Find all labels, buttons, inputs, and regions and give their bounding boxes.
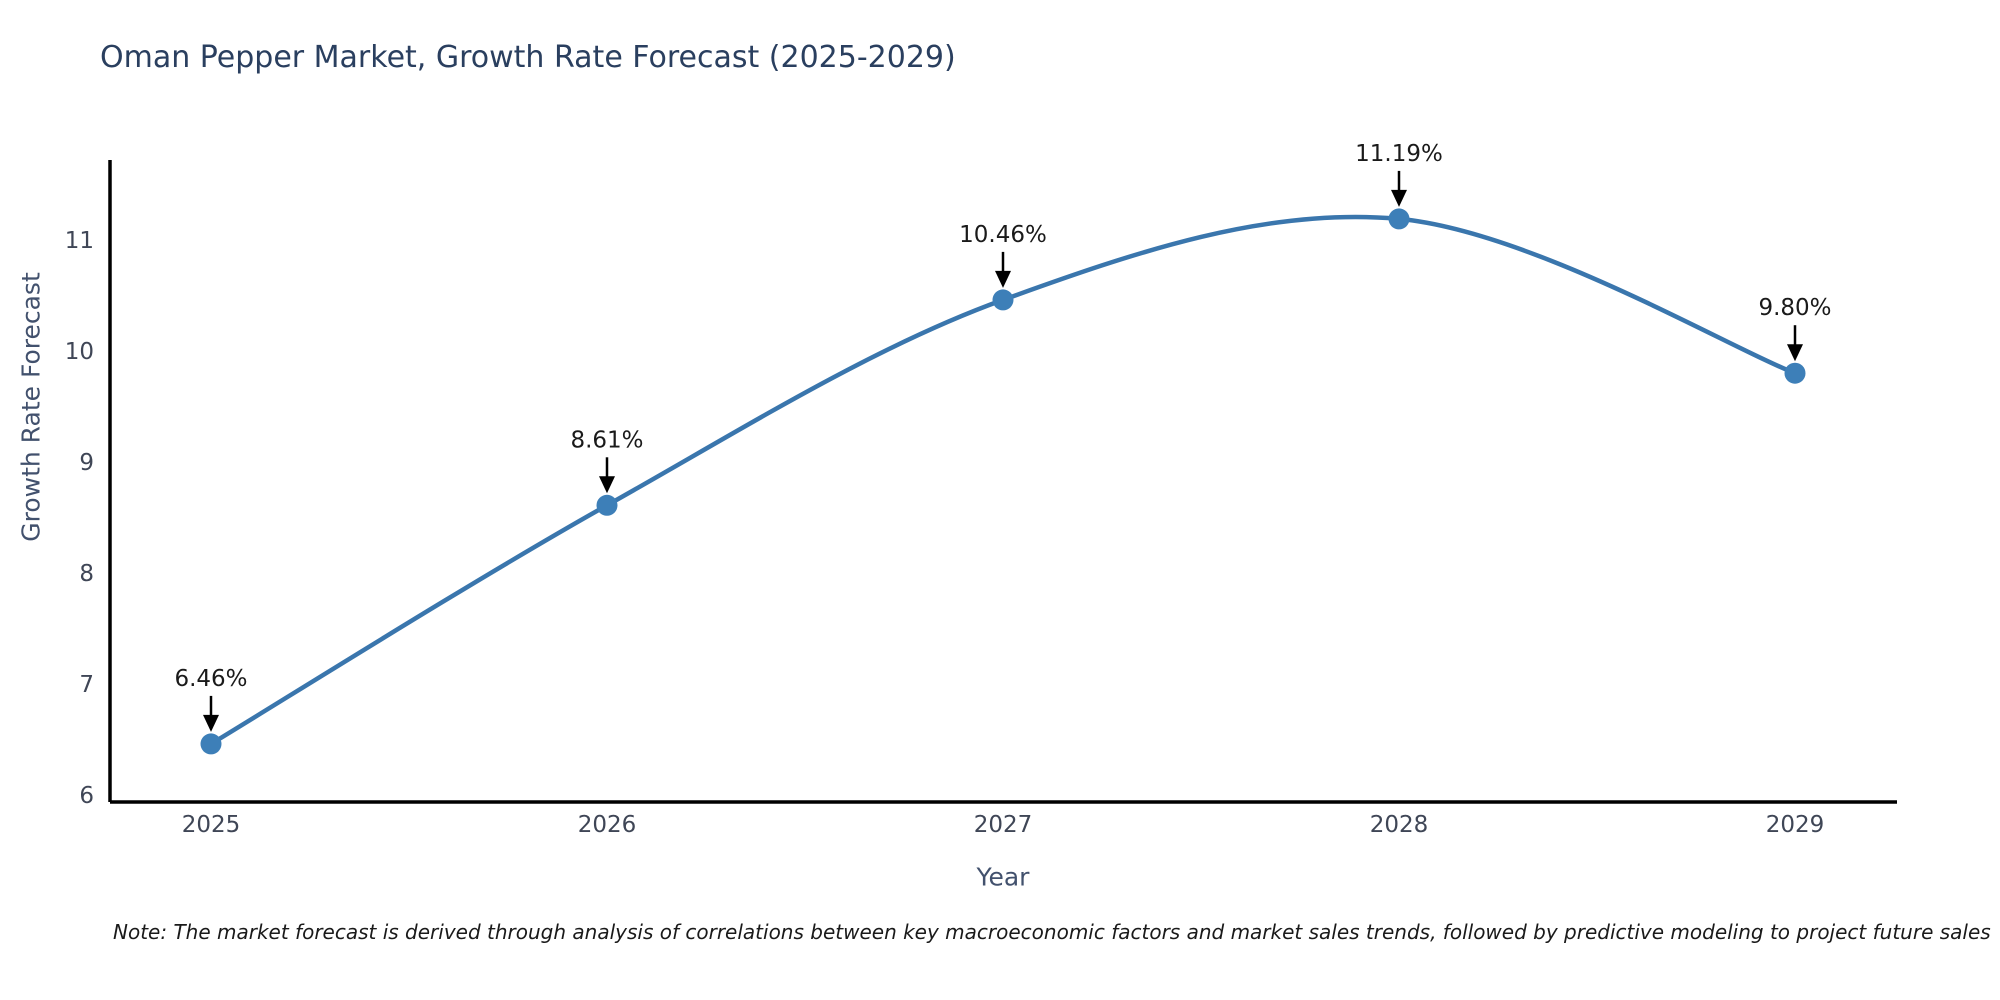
data-point-label: 9.80% bbox=[1758, 295, 1831, 321]
x-axis-title: Year bbox=[976, 862, 1030, 892]
y-tick-label: 6 bbox=[79, 783, 94, 809]
x-tick-label: 2027 bbox=[974, 812, 1033, 838]
y-tick-label: 11 bbox=[65, 228, 94, 254]
data-point-marker bbox=[596, 494, 618, 516]
data-point-marker bbox=[200, 733, 222, 755]
chart-title: Oman Pepper Market, Growth Rate Forecast… bbox=[100, 40, 956, 75]
data-point-label: 6.46% bbox=[174, 666, 247, 692]
y-tick-label: 8 bbox=[79, 561, 94, 587]
x-tick-label: 2028 bbox=[1370, 812, 1429, 838]
x-tick-label: 2026 bbox=[578, 812, 637, 838]
annotation-arrowhead bbox=[1391, 189, 1407, 207]
y-tick-label: 9 bbox=[79, 450, 94, 476]
data-point-marker bbox=[1388, 208, 1410, 230]
data-point-label: 8.61% bbox=[570, 427, 643, 453]
annotation-arrowhead bbox=[995, 270, 1011, 288]
x-tick-label: 2025 bbox=[182, 812, 241, 838]
footnote: Note: The market forecast is derived thr… bbox=[113, 920, 1991, 944]
data-point-label: 10.46% bbox=[959, 222, 1047, 248]
annotation-arrowhead bbox=[203, 714, 219, 732]
annotation-arrowhead bbox=[599, 476, 615, 494]
data-point-label: 11.19% bbox=[1355, 141, 1443, 167]
y-tick-label: 7 bbox=[79, 672, 94, 698]
x-tick-label: 2029 bbox=[1766, 812, 1825, 838]
y-tick-label: 10 bbox=[65, 339, 94, 365]
annotation-arrowhead bbox=[1787, 344, 1803, 362]
data-point-marker bbox=[1784, 362, 1806, 384]
data-point-marker bbox=[992, 289, 1014, 311]
